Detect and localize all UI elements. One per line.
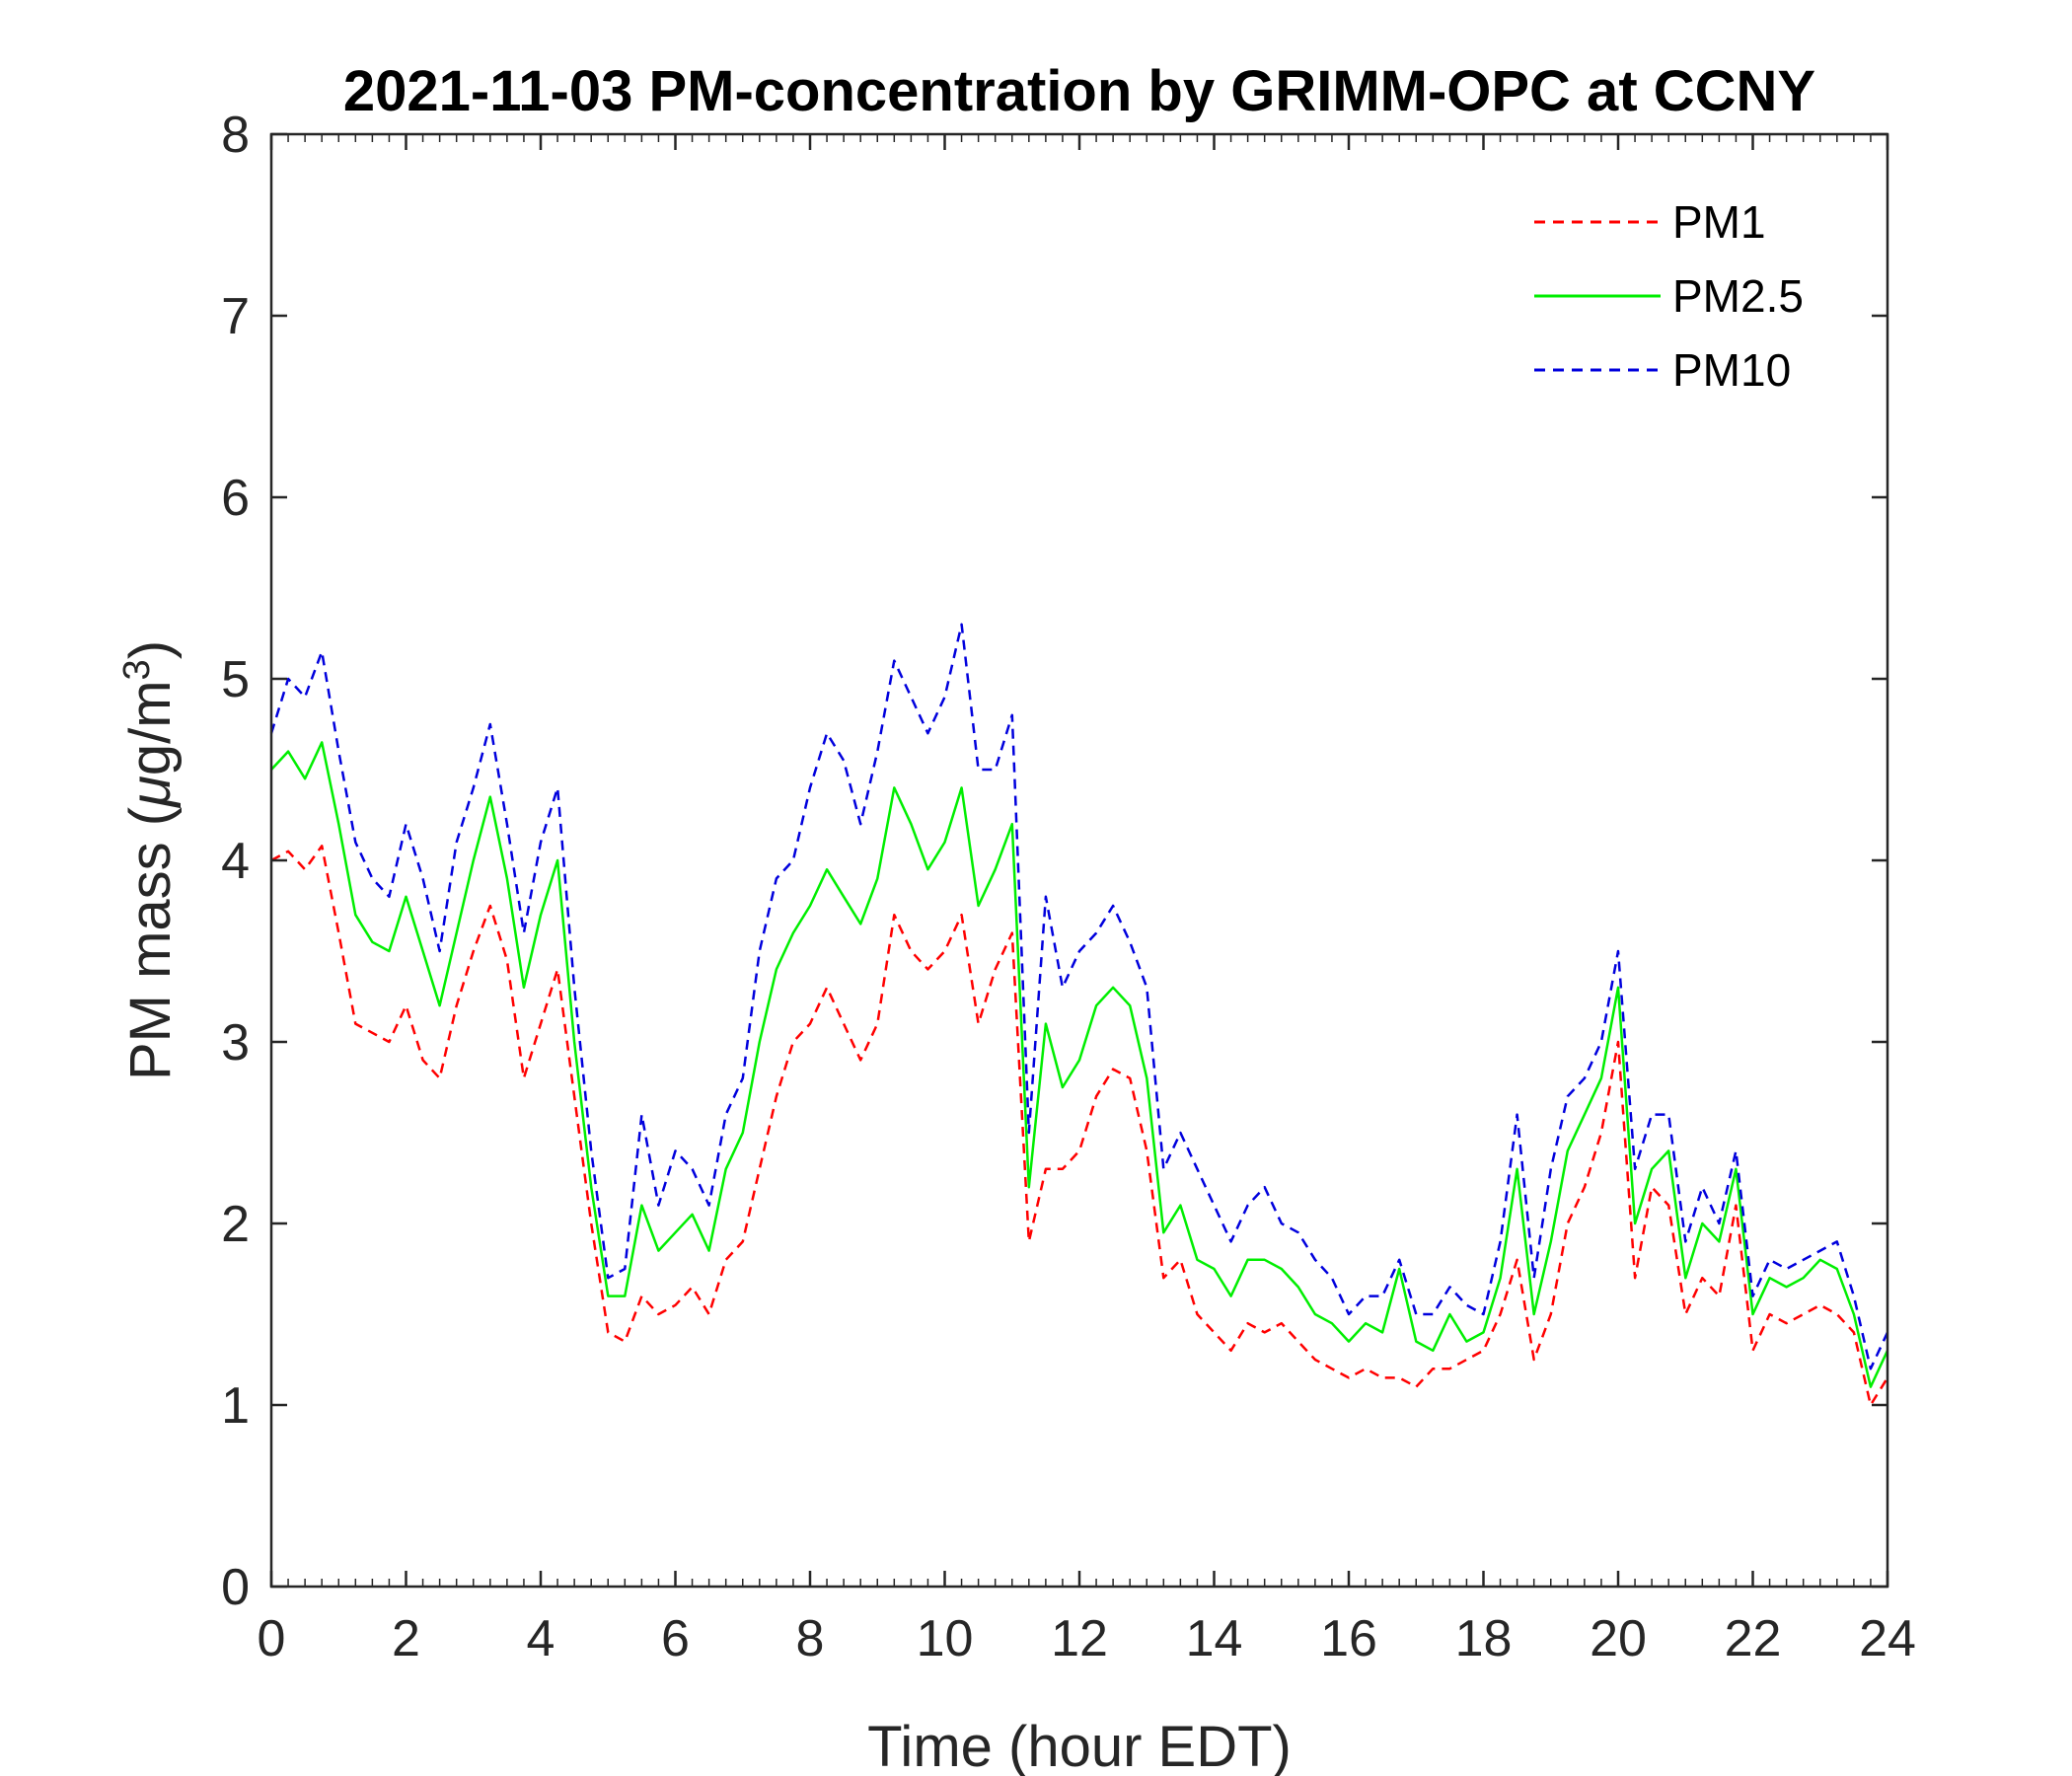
y-tick-label: 0 [221, 1559, 250, 1616]
x-tick-label: 20 [1590, 1610, 1647, 1667]
x-tick-label: 10 [917, 1610, 974, 1667]
x-tick-label: 24 [1859, 1610, 1916, 1667]
x-axis-title: Time (hour EDT) [867, 1715, 1292, 1776]
x-tick-label: 6 [661, 1610, 690, 1667]
series-line-pm10 [269, 623, 1889, 1370]
series-layer [269, 623, 1889, 1407]
y-axis-tick-labels: 0 1 2 3 4 5 6 7 8 [221, 107, 250, 1616]
series-line-pm25 [270, 741, 1889, 1388]
y-axis-title-prefix: PM mass ( [118, 807, 183, 1080]
x-tick-label: 8 [796, 1610, 825, 1667]
y-axis-title-mu: μ [118, 776, 183, 809]
y-tick-label: 4 [221, 833, 250, 890]
chart-title: 2021-11-03 PM-concentration by GRIMM-OPC… [343, 59, 1815, 123]
legend: PM1 PM2.5 PM10 [1515, 183, 1840, 405]
legend-label-pm1: PM1 [1672, 196, 1766, 248]
y-tick-label: 3 [221, 1014, 250, 1072]
axis-ticks [269, 132, 1889, 1589]
x-tick-label: 2 [392, 1610, 420, 1667]
x-axis-tick-labels: 0 2 4 6 8 10 12 14 16 18 20 22 24 [258, 1610, 1916, 1667]
legend-label-pm25: PM2.5 [1672, 270, 1804, 322]
x-tick-label: 22 [1725, 1610, 1782, 1667]
y-axis-title: PM mass (μg/m3) [116, 640, 183, 1080]
x-tick-label: 0 [258, 1610, 286, 1667]
x-tick-label: 18 [1455, 1610, 1513, 1667]
y-axis-title-superscript: 3 [116, 659, 158, 680]
y-tick-label: 1 [221, 1377, 250, 1435]
x-tick-label: 12 [1051, 1610, 1108, 1667]
y-tick-label: 8 [221, 107, 250, 164]
y-tick-label: 2 [221, 1196, 250, 1253]
x-tick-label: 16 [1320, 1610, 1377, 1667]
series-line-pm1 [270, 845, 1889, 1407]
x-tick-label: 4 [527, 1610, 555, 1667]
y-axis-title-unit: g/m [118, 680, 183, 776]
y-axis-title-suffix: ) [118, 640, 183, 659]
y-tick-label: 6 [221, 470, 250, 527]
y-tick-label: 5 [221, 651, 250, 708]
y-tick-label: 7 [221, 288, 250, 345]
x-tick-label: 14 [1186, 1610, 1243, 1667]
legend-box [1515, 183, 1840, 405]
legend-label-pm10: PM10 [1672, 344, 1791, 396]
